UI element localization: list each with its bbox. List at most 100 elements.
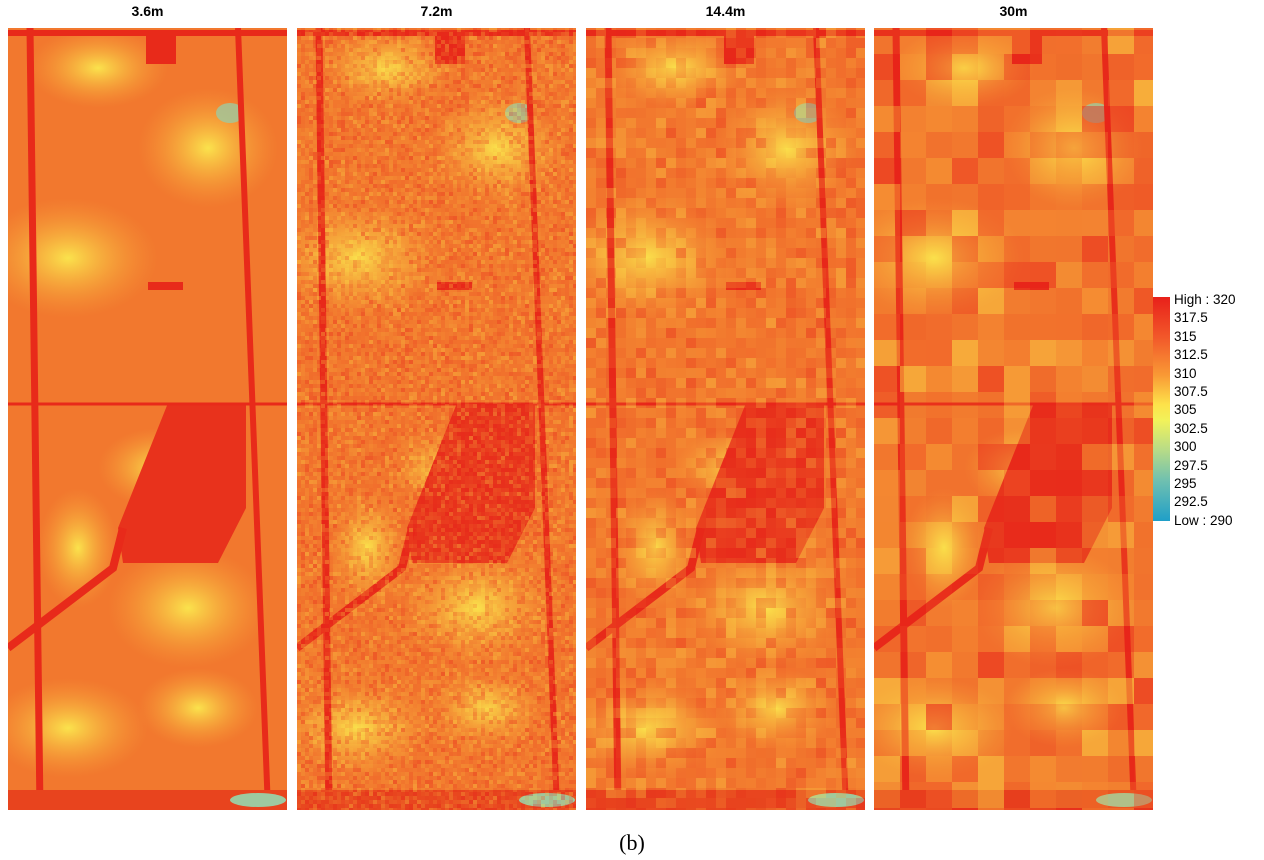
pixel — [365, 92, 369, 96]
pixel — [397, 296, 401, 300]
pixel — [313, 248, 317, 252]
pixel — [529, 60, 533, 64]
pixel — [573, 220, 576, 224]
pixel — [389, 72, 393, 76]
pixel — [421, 180, 425, 184]
pixel — [445, 156, 449, 160]
pixel — [441, 296, 445, 300]
pixel — [481, 80, 485, 84]
pixel — [397, 192, 401, 196]
pixel — [529, 128, 533, 132]
pixel — [341, 284, 345, 288]
pixel — [393, 300, 397, 304]
pixel — [425, 228, 429, 232]
pixel — [513, 112, 517, 116]
pixel — [301, 172, 305, 176]
pixel — [561, 156, 565, 160]
pixel — [533, 100, 537, 104]
pixel — [413, 204, 417, 208]
pixel — [513, 136, 517, 140]
pixel — [481, 292, 485, 296]
pixel — [341, 200, 345, 204]
pixel — [301, 188, 305, 192]
pixel — [301, 84, 305, 88]
pixel — [361, 264, 365, 268]
pixel — [353, 200, 357, 204]
pixel — [569, 284, 573, 288]
pixel — [301, 104, 305, 108]
pixel — [553, 300, 557, 304]
pixel — [541, 76, 545, 80]
pixel — [541, 300, 545, 304]
pixel — [333, 204, 337, 208]
pixel — [333, 144, 337, 148]
pixel — [537, 28, 541, 32]
pixel — [413, 84, 417, 88]
pixel — [333, 276, 337, 280]
pixel — [545, 264, 549, 268]
pixel — [417, 112, 421, 116]
pixel — [433, 192, 437, 196]
pixel — [369, 76, 373, 80]
pixel — [453, 264, 457, 268]
pixel — [377, 184, 381, 188]
pixel — [437, 296, 441, 300]
pixel — [517, 36, 521, 40]
pixel — [377, 176, 381, 180]
pixel — [489, 112, 493, 116]
pixel — [357, 140, 361, 144]
pixel — [545, 152, 549, 156]
pixel — [341, 292, 345, 296]
pixel — [321, 72, 325, 76]
pixel — [489, 104, 493, 108]
pixel — [385, 84, 389, 88]
pixel — [441, 152, 445, 156]
pixel — [353, 252, 357, 256]
pixel — [389, 216, 393, 220]
pixel — [405, 100, 409, 104]
pixel — [485, 168, 489, 172]
pixel — [325, 176, 329, 180]
pixel — [325, 272, 329, 276]
pixel — [469, 308, 473, 312]
pixel — [529, 268, 533, 272]
pixel — [557, 148, 561, 152]
pixel — [525, 176, 529, 180]
pixel — [545, 184, 549, 188]
pixel — [549, 240, 553, 244]
pixel — [429, 64, 433, 68]
pixel — [453, 212, 457, 216]
pixel — [461, 232, 465, 236]
pixel — [557, 84, 561, 88]
pixel — [525, 136, 529, 140]
pixel — [349, 140, 353, 144]
pixel — [549, 28, 553, 32]
pixel — [409, 140, 413, 144]
pixel — [393, 44, 397, 48]
pixel — [401, 84, 405, 88]
pixel — [561, 92, 565, 96]
pixel — [457, 256, 461, 260]
pixel — [381, 128, 385, 132]
pixel — [297, 80, 301, 84]
pixel — [309, 128, 313, 132]
pixel — [433, 212, 437, 216]
pixel — [417, 68, 421, 72]
pixel — [477, 116, 481, 120]
pixel — [489, 188, 493, 192]
pixel — [541, 152, 545, 156]
pixel — [305, 256, 309, 260]
pixel — [317, 60, 321, 64]
pixel — [385, 48, 389, 52]
pixel — [405, 300, 409, 304]
pixel — [337, 288, 341, 292]
pixel — [569, 28, 573, 32]
pixel — [397, 280, 401, 284]
pixel — [525, 276, 529, 280]
pixel — [385, 80, 389, 84]
pixel — [337, 112, 341, 116]
pixel — [565, 100, 569, 104]
pixel — [341, 180, 345, 184]
pixel — [417, 76, 421, 80]
pixel — [461, 204, 465, 208]
